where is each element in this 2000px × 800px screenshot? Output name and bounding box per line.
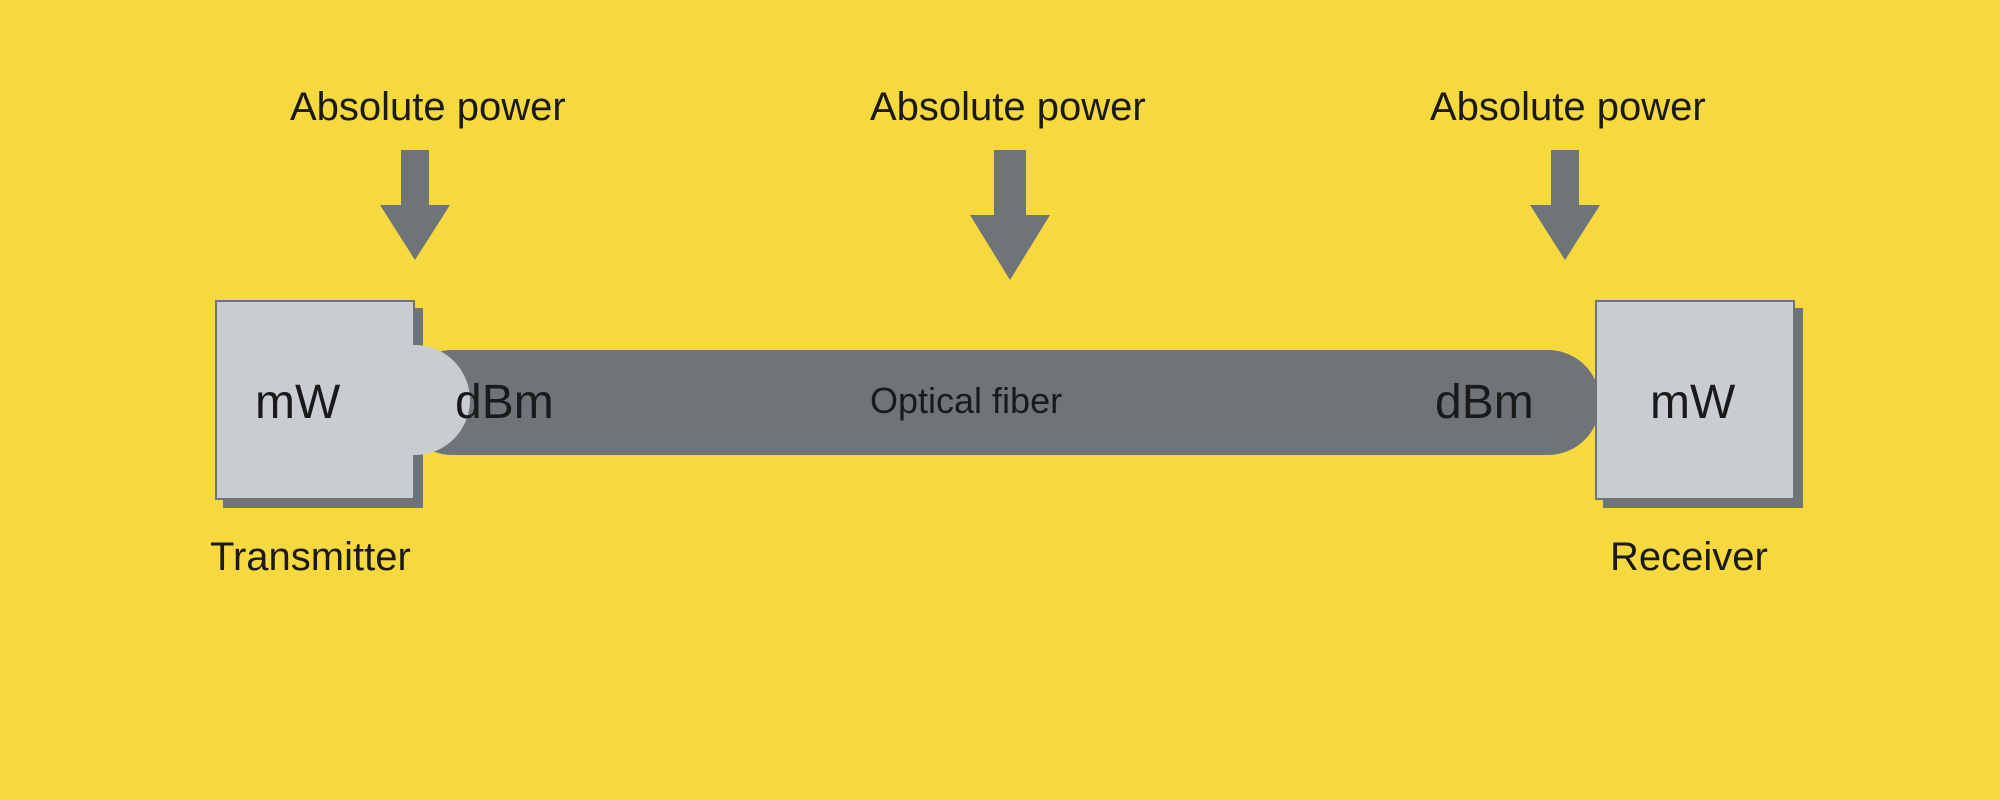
dbm-label-left: dBm <box>455 375 554 430</box>
transmitter-label: Transmitter <box>210 535 411 580</box>
dbm-label-right: dBm <box>1435 375 1534 430</box>
arrow-down-icon <box>1530 150 1600 260</box>
label-absolute-power-left: Absolute power <box>290 85 566 130</box>
receiver-label: Receiver <box>1610 535 1768 580</box>
transmitter-unit-label: mW <box>255 375 340 430</box>
receiver-unit-label: mW <box>1650 375 1735 430</box>
arrow-down-icon <box>380 150 450 260</box>
label-absolute-power-center: Absolute power <box>870 85 1146 130</box>
label-absolute-power-right: Absolute power <box>1430 85 1706 130</box>
arrow-down-icon <box>970 150 1050 280</box>
diagram-canvas: Absolute power Absolute power Absolute p… <box>0 0 2000 800</box>
optical-fiber-label: Optical fiber <box>870 380 1062 422</box>
transmitter-connector-bulge <box>360 345 470 455</box>
